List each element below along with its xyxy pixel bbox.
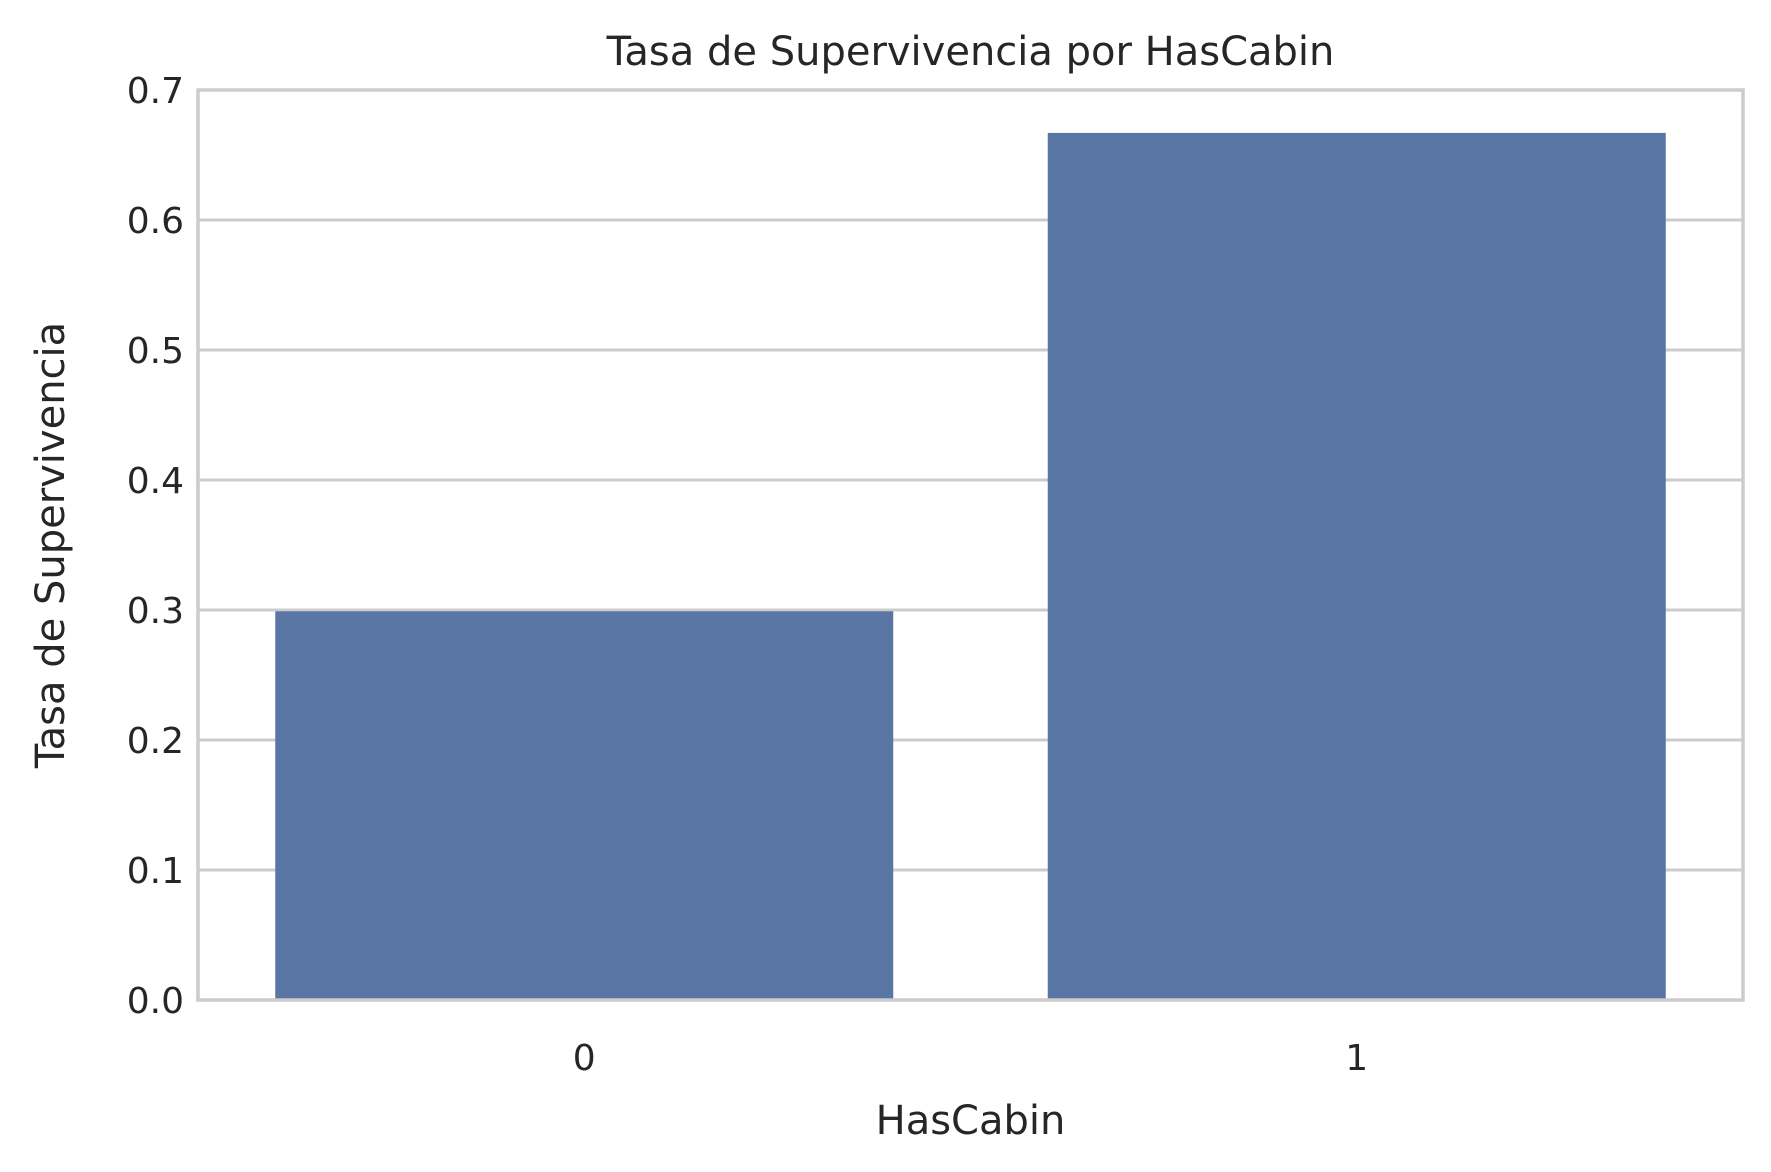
y-tick-label: 0.7 — [127, 71, 184, 112]
y-tick-label: 0.3 — [127, 591, 184, 632]
bar-1 — [1047, 132, 1666, 1000]
x-axis-label: HasCabin — [876, 1098, 1066, 1144]
y-tick-labels: 0.0 0.1 0.2 0.3 0.4 0.5 0.6 0.7 — [127, 71, 184, 1022]
plot-frame — [196, 88, 1745, 1002]
y-tick-label: 0.2 — [127, 721, 184, 762]
y-tick-label: 0.6 — [127, 201, 184, 242]
x-tick-label: 1 — [1345, 1038, 1368, 1079]
x-tick-label: 0 — [573, 1038, 596, 1079]
chart-title: Tasa de Supervivencia por HasCabin — [606, 29, 1335, 75]
y-tick-label: 0.5 — [127, 331, 184, 372]
bar-0 — [275, 611, 894, 1000]
y-axis-label: Tasa de Supervivencia — [28, 322, 74, 769]
y-tick-label: 0.1 — [127, 851, 184, 892]
y-tick-label: 0.4 — [127, 461, 184, 502]
bars — [275, 132, 1666, 1000]
y-tick-label: 0.0 — [127, 981, 184, 1022]
